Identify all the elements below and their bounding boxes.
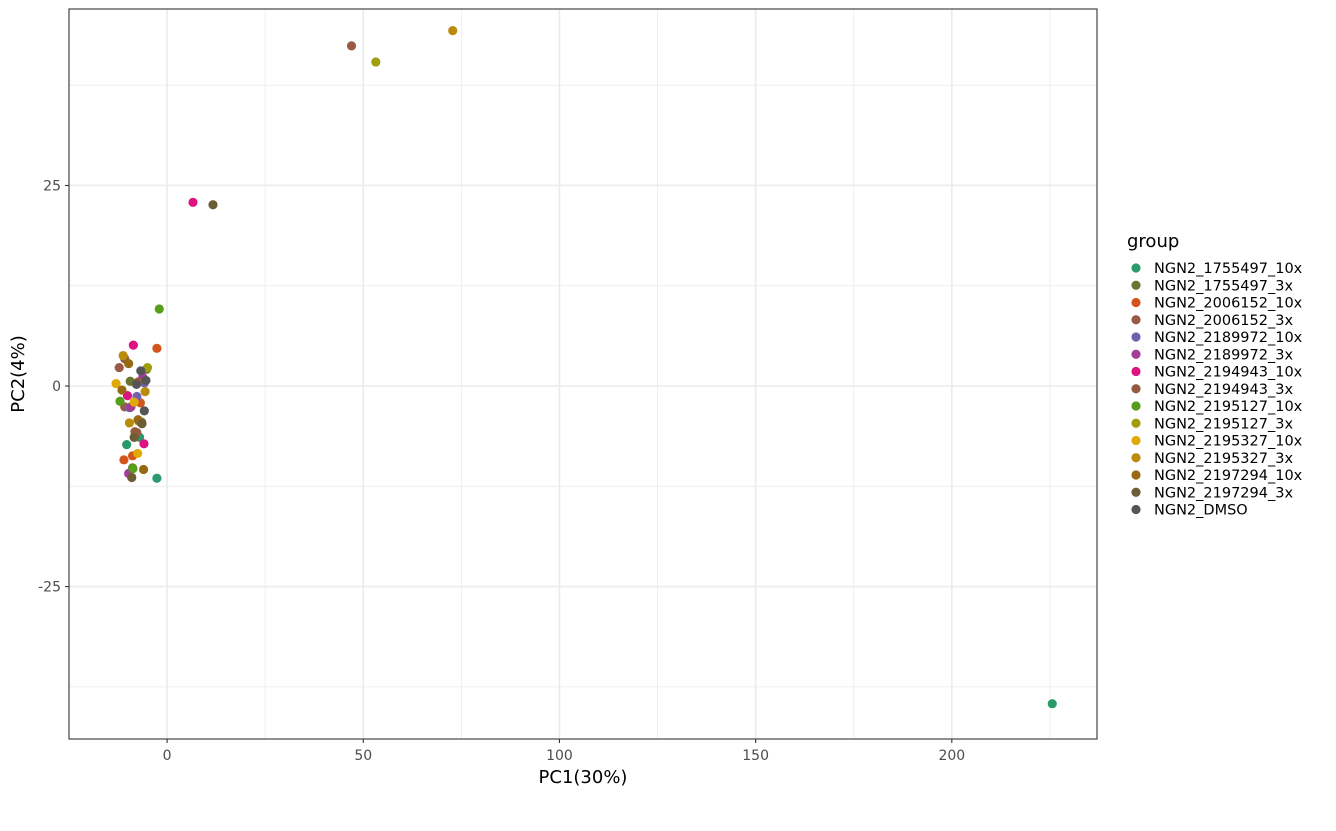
- y-tick-label: 0: [52, 379, 61, 395]
- data-point: [136, 366, 146, 376]
- grid-lines: [68, 9, 1097, 739]
- legend-label: NGN2_1755497_3x: [1154, 278, 1293, 294]
- data-point: [208, 200, 218, 210]
- data-point: [129, 397, 139, 407]
- data-point: [129, 432, 139, 442]
- data-point: [122, 391, 133, 401]
- data-point: [124, 358, 134, 369]
- legend-key: [1131, 453, 1141, 463]
- legend-key: [1131, 418, 1141, 428]
- data-point: [448, 26, 458, 36]
- x-axis-title: PC1(30%): [539, 767, 628, 788]
- data-point: [119, 455, 129, 465]
- y-axis-title: PC2(4%): [8, 335, 29, 412]
- legend-key: [1131, 366, 1141, 377]
- data-point: [133, 448, 143, 459]
- legend-key: [1131, 349, 1141, 359]
- legend-key: [1131, 315, 1141, 325]
- x-tick-label: 50: [354, 748, 372, 764]
- data-points: [111, 26, 1057, 709]
- x-tick-label: 150: [742, 748, 769, 764]
- y-tick-label: -25: [38, 580, 61, 596]
- legend-label: NGN2_1755497_10x: [1154, 261, 1303, 277]
- x-tick-label: 200: [938, 748, 965, 764]
- legend-label: NGN2_2195127_10x: [1154, 399, 1303, 415]
- legend-key: [1131, 487, 1141, 497]
- legend-key: [1131, 384, 1141, 394]
- legend-label: NGN2_2189972_3x: [1154, 347, 1293, 363]
- legend-label: NGN2_DMSO: [1154, 503, 1248, 519]
- legend-key: [1131, 435, 1141, 446]
- legend-label: NGN2_2194943_3x: [1154, 382, 1293, 398]
- data-point: [139, 406, 149, 416]
- legend-key: [1131, 401, 1141, 411]
- data-point: [138, 464, 149, 475]
- data-point: [115, 396, 125, 406]
- data-point: [141, 375, 151, 386]
- data-point: [139, 439, 149, 449]
- data-point: [152, 473, 162, 483]
- panel-background: [69, 9, 1097, 739]
- data-point: [127, 472, 137, 483]
- legend-key: [1131, 332, 1141, 342]
- data-point: [188, 197, 198, 207]
- data-point: [124, 418, 135, 428]
- x-tick-label: 0: [163, 748, 172, 764]
- data-point: [371, 57, 381, 67]
- legend-label: NGN2_2195327_3x: [1154, 451, 1293, 467]
- data-point: [137, 419, 147, 429]
- legend-label: NGN2_2006152_10x: [1154, 296, 1303, 312]
- data-point: [128, 340, 138, 350]
- data-point: [118, 350, 128, 361]
- y-axis-ticks: -25 0 25: [38, 178, 69, 596]
- x-tick-label: 100: [546, 748, 573, 764]
- data-point: [122, 439, 132, 450]
- legend-label: NGN2_2195327_10x: [1154, 434, 1303, 450]
- legend-title: group: [1127, 231, 1179, 252]
- legend-label: NGN2_2197294_3x: [1154, 485, 1293, 501]
- legend-label: NGN2_2006152_3x: [1154, 313, 1293, 329]
- y-tick-label: 25: [43, 178, 61, 194]
- legend-label: NGN2_2197294_10x: [1154, 468, 1303, 484]
- legend-key: [1131, 470, 1141, 480]
- data-point: [154, 304, 164, 314]
- panel-border: [68, 8, 1098, 740]
- legend-label: NGN2_2195127_3x: [1154, 416, 1293, 432]
- legend-key: [1131, 263, 1141, 273]
- plot-panel: [68, 8, 1098, 740]
- data-point: [117, 385, 127, 395]
- data-point: [131, 379, 142, 390]
- legend: group NGN2_1755497_10xNGN2_1755497_3xNGN…: [1127, 231, 1303, 519]
- data-point: [152, 343, 162, 353]
- data-point: [111, 379, 121, 389]
- legend-key: [1131, 280, 1141, 290]
- data-point: [346, 41, 357, 51]
- data-point: [128, 464, 138, 474]
- data-point: [140, 387, 150, 397]
- data-point: [114, 362, 124, 373]
- legend-label: NGN2_2194943_10x: [1154, 365, 1303, 381]
- legend-label: NGN2_2189972_10x: [1154, 330, 1303, 346]
- legend-key: [1131, 504, 1141, 515]
- data-point: [1047, 699, 1057, 709]
- legend-key: [1131, 297, 1141, 308]
- x-axis-ticks: 0 50 100 150 200: [163, 739, 965, 764]
